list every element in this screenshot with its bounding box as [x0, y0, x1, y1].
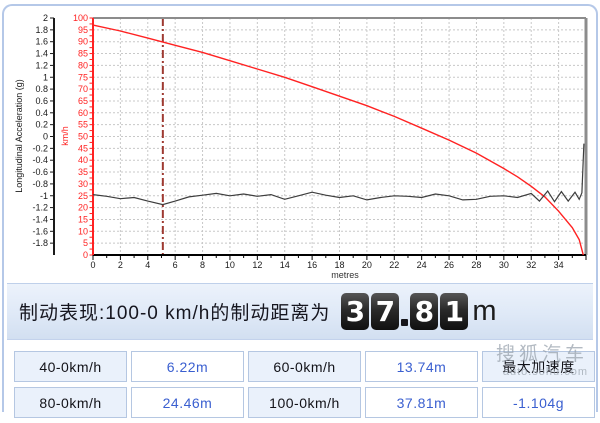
speed-axis-tick-label: 15	[78, 214, 88, 224]
speed-axis-tick-label: 5	[83, 238, 88, 248]
g-axis-tick-label: -0.8	[32, 179, 48, 189]
x-axis-tick-label: 22	[389, 260, 399, 270]
x-axis-tick-label: 18	[334, 260, 344, 270]
x-axis-tick-label: 34	[554, 260, 564, 270]
speed-axis-tick-label: 85	[78, 49, 88, 59]
speed-axis-tick-label: 75	[78, 72, 88, 82]
speed-axis-tick-label: 90	[78, 37, 88, 47]
braking-chart: 2 1.8 1.6 1.4 1.2 1 0.8 0.6 0.4 0.2 0 -0.2 -0.4 -0.6-…	[14, 13, 588, 280]
x-axis-tick-label: 24	[417, 260, 427, 270]
digit-box: 7	[371, 293, 400, 330]
speed-axis-tick-label: 45	[78, 143, 88, 153]
x-axis-tick-label: 30	[499, 260, 509, 270]
speed-axis-tick-label: 100	[73, 13, 88, 23]
speed-axis-tick-label: 20	[78, 203, 88, 213]
table-cell-value: -1.104g	[482, 387, 595, 418]
speed-axis-tick-label: 60	[78, 108, 88, 118]
table-cell-label: 100-0km/h	[248, 387, 361, 418]
g-axis-tick-label: -0.6	[32, 167, 48, 177]
speed-axis-tick-label: 80	[78, 60, 88, 70]
g-axis-tick-label: 0.4	[35, 108, 48, 118]
x-axis-title: metres	[331, 270, 359, 280]
g-axis-tick-label: -1.2	[32, 203, 48, 213]
longitudinal-acceleration-curve	[92, 143, 585, 206]
g-axis-tick-label: 0.2	[35, 120, 48, 130]
speed-axis-tick-label: 30	[78, 179, 88, 189]
table-cell-value: 24.46m	[131, 387, 244, 418]
g-axis-tick-label: -1.4	[32, 214, 48, 224]
g-axis-tick-label: -0.4	[32, 155, 48, 165]
speed-axis-tick-label: 70	[78, 84, 88, 94]
speed-axis-title: km/h	[60, 126, 70, 146]
g-axis-tick-label: 1.2	[35, 60, 48, 70]
digit-box: 3	[341, 293, 370, 330]
x-axis-tick-label: 14	[280, 260, 290, 270]
chart-canvas: 21.81.61.41.210.80.60.40.20-0.2-0.4-0.6-…	[14, 13, 588, 280]
x-axis-tick-label: 6	[173, 260, 178, 270]
braking-summary-label: 制动表现:100-0 km/h的制动距离为	[19, 303, 331, 324]
decimal-point	[401, 319, 409, 326]
speed-axis-tick-label: 55	[78, 120, 88, 130]
speed-axis-tick-label: 35	[78, 167, 88, 177]
table-cell-label: 60-0km/h	[248, 351, 361, 382]
x-axis-tick-label: 26	[444, 260, 454, 270]
table-cell-label: 最大加速度	[482, 351, 595, 382]
x-axis-tick-label: 2	[118, 260, 123, 270]
braking-distance-unit: m	[472, 295, 497, 327]
x-axis-tick-label: 10	[225, 260, 235, 270]
g-axis-tick-label: 1.4	[35, 49, 48, 59]
braking-results-table: 40-0km/h 6.22m 60-0km/h 13.74m 最大加速度 80-0km/h…	[14, 351, 599, 423]
table-row: 40-0km/h 6.22m 60-0km/h 13.74m 最大加速度	[14, 351, 599, 382]
g-axis-tick-label: 0.8	[35, 84, 48, 94]
digit-box: 1	[440, 293, 469, 330]
x-axis-tick-label: 32	[526, 260, 536, 270]
g-axis-tick-label: 1	[43, 72, 48, 82]
speed-axis-tick-label: 40	[78, 155, 88, 165]
speed-axis-tick-label: 25	[78, 191, 88, 201]
speed-axis-tick-label: 50	[78, 132, 88, 142]
x-axis-tick-label: 4	[145, 260, 150, 270]
speed-curve	[92, 24, 584, 256]
table-cell-value: 6.22m	[131, 351, 244, 382]
left-axis-title: Longitudinal Acceleration (g)	[14, 79, 24, 193]
table-cell-value: 37.81m	[365, 387, 478, 418]
g-axis-tick-label: 0.6	[35, 96, 48, 106]
g-axis-tick-label: 0	[43, 132, 48, 142]
x-axis-tick-label: 16	[307, 260, 317, 270]
g-axis-tick-label: -1.8	[32, 238, 48, 248]
speed-axis-tick-label: 65	[78, 96, 88, 106]
x-axis-tick-label: 12	[252, 260, 262, 270]
g-axis-tick-label: 2	[43, 13, 48, 23]
x-axis-tick-label: 0	[90, 260, 95, 270]
table-cell-label: 40-0km/h	[14, 351, 127, 382]
speed-axis-tick-label: 10	[78, 226, 88, 236]
g-axis-tick-label: 1.8	[35, 25, 48, 35]
table-cell-value: 13.74m	[365, 351, 478, 382]
speed-axis-tick-label: 95	[78, 25, 88, 35]
speed-axis-tick-label: 0	[83, 250, 88, 260]
x-axis-tick-label: 20	[362, 260, 372, 270]
g-axis-tick-label: -1.6	[32, 226, 48, 236]
g-axis-tick-label: -0.2	[32, 143, 48, 153]
table-row: 80-0km/h 24.46m 100-0km/h 37.81m -1.104g	[14, 387, 599, 418]
g-axis-tick-label: -1	[40, 191, 48, 201]
digit-box: 8	[410, 293, 439, 330]
table-cell-label: 80-0km/h	[14, 387, 127, 418]
x-axis-tick-label: 28	[471, 260, 481, 270]
x-axis-tick-label: 8	[200, 260, 205, 270]
g-axis-tick-label: 1.6	[35, 37, 48, 47]
